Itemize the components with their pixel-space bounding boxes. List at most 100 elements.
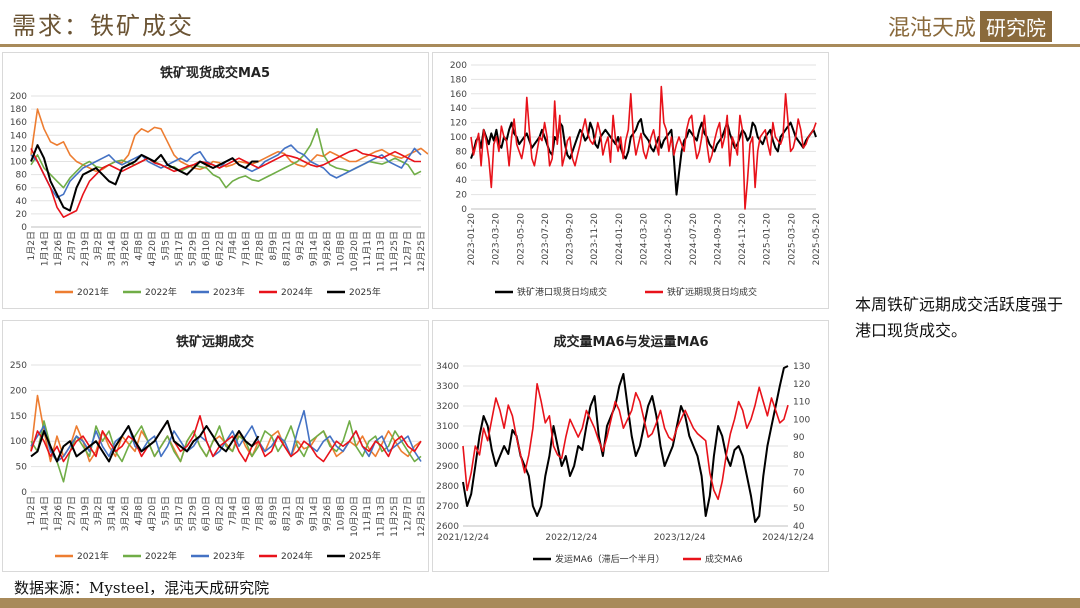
x-tick-label: 4月8日 <box>134 496 145 525</box>
y-tick-label: 100 <box>10 158 27 168</box>
x-tick-label: 11月1日 <box>362 231 373 266</box>
y-tick-label: 3200 <box>436 402 459 412</box>
y-tick-label: 40 <box>456 176 468 186</box>
legend-label: 铁矿远期现货日均成交 <box>667 286 757 298</box>
x-tick-label: 12月25日 <box>416 496 427 537</box>
y-tick-label: 3300 <box>436 382 459 392</box>
x-tick-label: 9月14日 <box>308 496 319 531</box>
x-tick-label: 7月28日 <box>255 496 266 531</box>
brand-name: 混沌天成 <box>887 16 976 41</box>
x-tick-label: 2023-01-20 <box>467 213 477 266</box>
x-tick-label: 9月2日 <box>295 231 306 260</box>
legend-label: 2021年 <box>77 286 109 298</box>
legend-label: 发运MA6（滞后一个半月） <box>555 553 665 565</box>
y-tick-label: 200 <box>450 61 467 71</box>
y-tick-label: 0 <box>461 205 467 215</box>
x-tick-label: 2024-07-20 <box>689 213 699 266</box>
y2-tick-label: 70 <box>793 469 805 479</box>
x-tick-label: 2023-05-20 <box>516 213 526 266</box>
x-tick-label: 11月1日 <box>362 496 373 531</box>
legend-label: 2023年 <box>213 286 245 298</box>
x-tick-label: 12月25日 <box>416 231 427 272</box>
legend-label: 2022年 <box>145 550 177 562</box>
x-tick-label: 9月26日 <box>322 231 333 266</box>
footer-bar <box>0 598 1080 608</box>
legend-label: 2025年 <box>349 286 381 298</box>
x-tick-label: 7月16日 <box>241 496 252 531</box>
x-tick-label: 6月22日 <box>214 496 225 531</box>
x-tick-label: 5月17日 <box>174 496 185 531</box>
x-tick-label: 2023-09-20 <box>566 213 576 266</box>
series-line-1 <box>462 382 789 501</box>
y-tick-label: 60 <box>456 162 468 172</box>
x-tick-label: 2月19日 <box>80 496 91 531</box>
x-tick-label: 1月26日 <box>53 231 64 266</box>
y2-tick-label: 80 <box>793 451 805 461</box>
y-tick-label: 200 <box>10 386 27 396</box>
y-tick-label: 100 <box>450 133 467 143</box>
y-tick-label: 80 <box>456 147 468 157</box>
brand-logo: 混沌天成 研究院 <box>888 10 1052 42</box>
x-tick-label: 3月14日 <box>107 231 118 266</box>
chart-panel-port-vs-forward: 0 20 40 60 80 100 120 140 160 180 200 2023-01-20 202… <box>432 52 829 309</box>
chart-panel-volume-shipment: 成交量MA6与发运量MA6 2600 2700 2800 2900 3000 3100 320… <box>432 320 829 572</box>
x-tick-label: 2023-07-20 <box>541 213 551 266</box>
y-tick-label: 120 <box>10 144 27 154</box>
x-tick-label: 4月20日 <box>147 231 158 266</box>
x-tick-label: 11月13日 <box>376 496 387 537</box>
x-tick-label: 7月4日 <box>228 231 239 260</box>
x-tick-label: 1月14日 <box>39 231 50 266</box>
x-tick-label: 3月2日 <box>93 496 104 525</box>
y2-tick-label: 110 <box>793 398 810 408</box>
x-tick-label: 2025-05-20 <box>812 213 822 266</box>
x-tick-label: 2023/12/24 <box>654 533 706 543</box>
x-tick-label: 8月21日 <box>282 231 293 266</box>
x-tick-label: 5月29日 <box>187 231 198 266</box>
y-tick-label: 200 <box>10 92 27 102</box>
x-tick-label: 1月2日 <box>26 231 37 260</box>
x-tick-label: 2024-09-20 <box>713 213 723 266</box>
x-tick-label: 2023-03-20 <box>492 213 502 266</box>
y-tick-label: 180 <box>450 75 467 85</box>
legend-label: 2021年 <box>77 550 109 562</box>
x-tick-label: 8月21日 <box>282 496 293 531</box>
series-line-3 <box>30 148 421 218</box>
x-tick-label: 1月26日 <box>53 496 64 531</box>
series-line-0 <box>462 365 789 523</box>
y-tick-label: 140 <box>450 104 467 114</box>
x-tick-label: 9月14日 <box>308 231 319 266</box>
y-tick-label: 160 <box>450 90 467 100</box>
brand-box: 研究院 <box>980 10 1052 42</box>
y2-tick-label: 50 <box>793 504 805 514</box>
x-tick-label: 2022/12/24 <box>545 533 597 543</box>
series-line-4 <box>30 419 260 463</box>
x-tick-label: 10月8日 <box>335 231 346 266</box>
chart-panel-forward: 铁矿远期成交 0 50 100 150 200 250 1月2日 1月14日 1月26日 2月7日 2… <box>2 320 429 572</box>
x-tick-label: 5月17日 <box>174 231 185 266</box>
y-tick-label: 3000 <box>436 442 459 452</box>
x-tick-label: 11月25日 <box>389 231 400 272</box>
legend-label: 成交MA6 <box>705 553 743 565</box>
chart-title: 铁矿远期成交 <box>175 334 254 350</box>
header-divider <box>0 44 1080 47</box>
y-tick-label: 40 <box>16 197 28 207</box>
x-tick-label: 11月25日 <box>389 496 400 537</box>
x-tick-label: 7月28日 <box>255 231 266 266</box>
legend-label: 2022年 <box>145 286 177 298</box>
y2-tick-label: 120 <box>793 380 810 390</box>
x-tick-label: 2024/12/24 <box>762 533 814 543</box>
x-tick-label: 3月2日 <box>93 231 104 260</box>
y2-tick-label: 130 <box>793 362 810 372</box>
y-tick-label: 80 <box>16 171 28 181</box>
chart-panel-spot-ma5: 铁矿现货成交MA5 0 20 40 60 80 100 120 140 160 180 200 1月2日… <box>2 52 429 309</box>
y-tick-label: 2700 <box>436 502 459 512</box>
y-tick-label: 20 <box>16 210 28 220</box>
x-tick-label: 9月26日 <box>322 496 333 531</box>
series-line-1 <box>30 420 422 483</box>
x-tick-label: 2025-03-20 <box>787 213 797 266</box>
x-tick-label: 11月13日 <box>376 231 387 272</box>
x-tick-label: 3月26日 <box>120 496 131 531</box>
x-tick-label: 2月7日 <box>66 496 77 525</box>
x-tick-label: 10月8日 <box>335 496 346 531</box>
x-tick-label: 2024-05-20 <box>664 213 674 266</box>
